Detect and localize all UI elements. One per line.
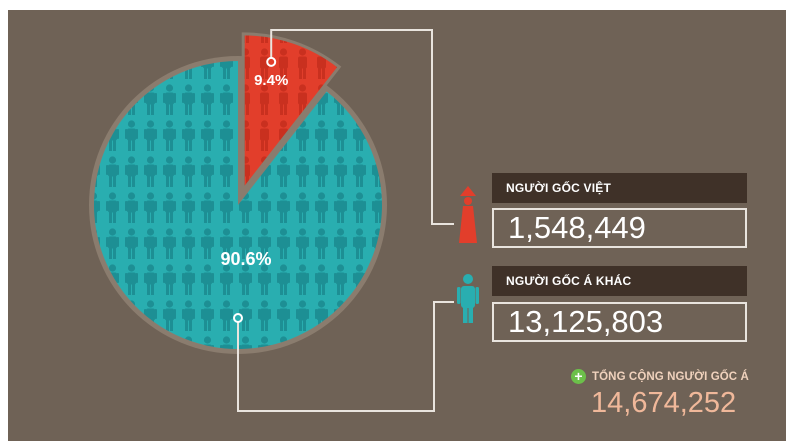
total-value: 14,674,252 xyxy=(591,387,737,419)
vietnamese-value: 1,548,449 xyxy=(492,208,747,248)
percent-label-other-asian: 90.6% xyxy=(220,249,271,269)
person-icon xyxy=(457,274,479,323)
pie-slice-other-asian xyxy=(93,61,382,349)
connector-dot-vietnamese xyxy=(266,56,277,67)
connector-dot-other-asian xyxy=(233,313,243,323)
connector-lines xyxy=(233,29,479,412)
percent-label-vietnamese: 9.4% xyxy=(254,72,288,89)
other-asian-label: NGƯỜI GỐC Á KHÁC xyxy=(492,266,747,296)
pie-chart: 9.4% 90.6% xyxy=(89,29,479,412)
total-label: TỔNG CỘNG NGƯỜI GỐC Á xyxy=(592,371,749,383)
vietnamese-label: NGƯỜI GỐC VIỆT xyxy=(492,173,747,203)
woman-conical-hat-icon xyxy=(459,186,477,243)
connector-other-asian xyxy=(237,301,454,412)
plus-icon: + xyxy=(571,369,586,384)
other-asian-value: 13,125,803 xyxy=(492,302,747,342)
infographic: 9.4% 90.6% NGƯỜI GỐC VIỆT 1,548,449 NGƯỜI… xyxy=(8,10,786,441)
pie-slice-vietnamese xyxy=(241,32,342,195)
connector-vietnamese xyxy=(270,29,454,225)
